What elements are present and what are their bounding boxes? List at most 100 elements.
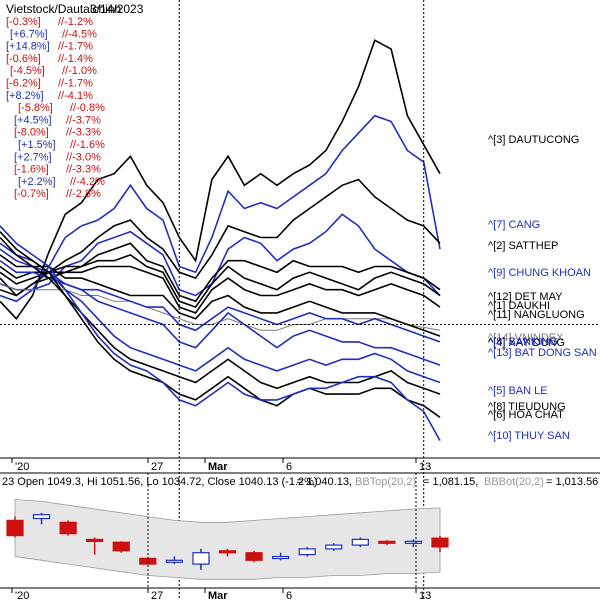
candle-body-2 <box>59 521 77 535</box>
series-label-7: ^[14] VNINDEX <box>488 332 564 344</box>
bbtop-value: = 1,081.15, <box>423 476 478 488</box>
upper-tick-label-4: 13 <box>419 461 431 473</box>
candle-body-16 <box>431 537 449 548</box>
sector-lines <box>0 39 441 441</box>
table-pct-change-10: //-1.6% <box>70 139 105 151</box>
table-pct-change-12: //-3.3% <box>66 164 101 176</box>
lower-tick-label-4: 13 <box>419 590 431 600</box>
series-label-2: ^[2] SATTHEP <box>488 240 558 252</box>
series-label-11: ^[5] BAN LE <box>488 385 548 397</box>
series-line-12 <box>0 236 441 395</box>
sector-percent-table: [-0.3%] //-1.2% [+6.7%] //-4.5% [+14.8%] //-1… <box>6 16 105 200</box>
bbtop-label: BBTop(20,2) <box>355 476 416 488</box>
series-label-12: ^[8] TIEUDUNG <box>488 401 566 413</box>
table-pct-0: [-0.3%] <box>6 16 41 28</box>
table-pct-change-6: //-4.1% <box>58 90 93 102</box>
series-label-4: ^[12] DET MAY <box>488 291 563 303</box>
candles <box>6 512 449 570</box>
series-line-4 <box>0 242 441 303</box>
candle-body-6 <box>165 559 183 563</box>
candle-body-15 <box>404 540 423 544</box>
series-label-3: ^[9] CHUNG KHOAN <box>488 267 591 279</box>
table-pct-9: [-8.0%] <box>14 127 49 139</box>
close-value: = 1,040.13, <box>297 476 352 488</box>
series-label-9: ^[8] BANKING <box>488 336 558 348</box>
candlestick-panel <box>6 473 449 590</box>
upper-tick-label-0: '20 <box>15 461 29 473</box>
source-label: Vietstock/Dautaichinh <box>6 2 121 16</box>
table-pct-7: [-5.8%] <box>18 102 53 114</box>
table-pct-change-5: //-1.7% <box>58 78 93 90</box>
series-line-0 <box>0 39 441 320</box>
ohlc-text: 23 Open 1049.3, Hi 1051.56, Lo 1034.72, … <box>2 476 318 488</box>
candle-body-14 <box>378 540 396 544</box>
sector-labels: ^[3] DAUTUCONG ^[7] CANG ^[2] SATTHEP ^[9] … <box>488 134 597 442</box>
table-pct-3: [-0.6%] <box>6 53 41 65</box>
lower-tick-label-2: Mar <box>208 590 228 600</box>
series-label-1: ^[7] CANG <box>488 219 540 231</box>
table-pct-14: [-0.7%] <box>14 188 49 200</box>
ohlc-info-line: 23 Open 1049.3, Hi 1051.56, Lo 1034.72, … <box>2 476 598 488</box>
table-pct-2: [+14.8%] <box>6 41 50 53</box>
candle-body-0 <box>6 519 24 537</box>
bbbot-label: BBBot(20,2) <box>484 476 544 488</box>
table-pct-change-3: //-1.4% <box>58 53 93 65</box>
candle-body-3 <box>86 538 104 543</box>
series-line-5 <box>0 254 441 309</box>
table-pct-5: [-6.2%] <box>6 78 41 90</box>
table-pct-10: [+1.5%] <box>18 139 56 151</box>
candle-body-1 <box>32 514 51 520</box>
table-pct-change-11: //-3.0% <box>66 151 101 163</box>
series-line-1 <box>0 114 441 303</box>
series-line-6 <box>0 265 441 314</box>
lower-tick-label-0: '20 <box>15 590 29 600</box>
table-pct-change-4: //-1.0% <box>62 65 97 77</box>
candle-body-4 <box>112 541 130 552</box>
upper-tick-label-1: 27 <box>151 461 163 473</box>
series-line-8 <box>0 254 441 337</box>
table-pct-change-14: //-2.8% <box>66 188 101 200</box>
candle-body-11 <box>298 548 316 556</box>
bbbot-value: = 1,013.56 <box>546 476 598 488</box>
series-line-2 <box>0 178 441 297</box>
table-pct-1: [+6.7%] <box>10 28 48 40</box>
series-label-5: ^[1] DAUKHI <box>488 300 550 312</box>
header: Vietstock/Dautaichinh 3/14/2023 <box>6 2 144 16</box>
lower-tick-label-3: 6 <box>286 590 292 600</box>
series-label-6: ^[11] NANGLUONG <box>488 309 585 321</box>
candle-body-10 <box>272 555 290 560</box>
series-line-11 <box>0 242 441 384</box>
table-pct-change-2: //-1.7% <box>58 41 93 53</box>
table-pct-change-7: //-0.8% <box>70 102 105 114</box>
upper-tick-label-2: Mar <box>208 461 228 473</box>
lower-x-axis: '20 27 Mar 6 13 <box>0 587 600 600</box>
candle-body-8 <box>218 550 237 554</box>
series-label-0: ^[3] DAUTUCONG <box>488 134 579 146</box>
upper-x-axis: '20 27 Mar 6 13 <box>0 457 600 474</box>
lower-tick-label-1: 27 <box>151 590 163 600</box>
candle-body-13 <box>351 538 369 546</box>
table-pct-change-8: //-3.7% <box>66 114 101 126</box>
table-pct-change-9: //-3.3% <box>66 127 101 139</box>
table-pct-change-1: //-4.5% <box>62 28 97 40</box>
series-label-14: ^[10] THUY SAN <box>488 430 570 442</box>
candle-body-7 <box>192 552 210 565</box>
table-pct-4: [-4.5%] <box>10 65 45 77</box>
candle-body-9 <box>245 552 263 561</box>
table-pct-13: [+2.2%] <box>18 176 56 188</box>
table-pct-change-0: //-1.2% <box>58 16 93 28</box>
series-line-3 <box>0 213 441 297</box>
table-pct-6: [+8.2%] <box>6 90 44 102</box>
series-line-10 <box>0 248 441 366</box>
series-line-13 <box>0 231 441 418</box>
bollinger-band <box>14 499 441 580</box>
table-pct-8: [+4.5%] <box>14 114 52 126</box>
table-pct-change-13: //-4.2% <box>70 176 105 188</box>
series-line-14 <box>0 225 441 441</box>
date-label: 3/14/2023 <box>90 2 144 16</box>
candle-body-12 <box>325 544 343 550</box>
